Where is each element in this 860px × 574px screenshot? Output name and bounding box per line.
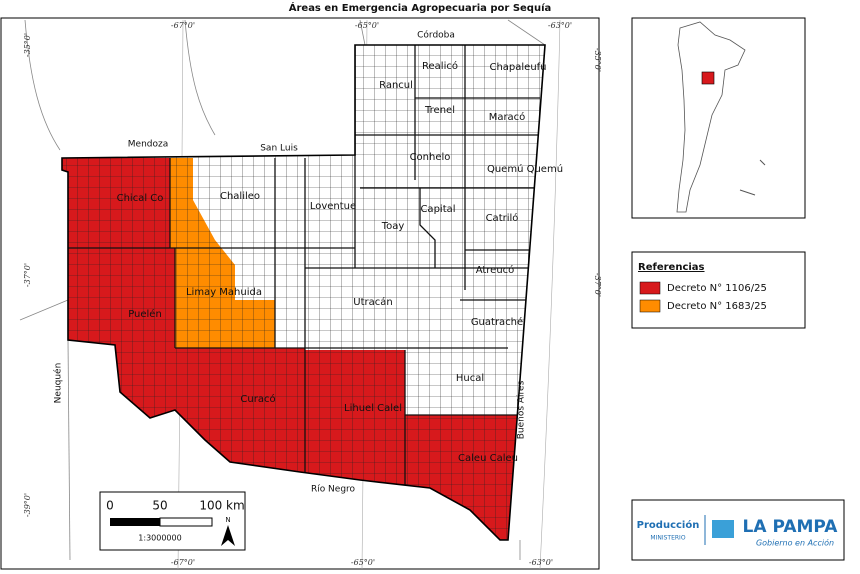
department-label: Limay Mahuida — [186, 287, 262, 298]
department-label: Realicó — [422, 60, 458, 72]
scale-label: 100 km — [199, 499, 244, 513]
map-title: Áreas en Emergencia Agropecuaria por Seq… — [289, 1, 552, 14]
department-label: Utracán — [353, 296, 392, 308]
department-label: Trenel — [424, 105, 455, 116]
department-label: Lihuel Calel — [344, 403, 402, 414]
graticule-label: -35°0' — [593, 48, 602, 72]
department-label: Hucal — [456, 373, 484, 384]
department-label: Caleu Caleu — [458, 453, 518, 464]
graticule-label: -37°0' — [593, 273, 602, 297]
graticule-label: -35°0' — [23, 33, 32, 57]
logo: Producción MINISTERIO LA PAMPA Gobierno … — [631, 499, 845, 561]
graticule-label: -65°0' — [351, 558, 375, 567]
legend-label: Decreto N° 1683/25 — [667, 301, 767, 312]
graticule-label: -39°0' — [23, 493, 32, 517]
department-label: Catriló — [486, 212, 519, 224]
logo-tagline: Gobierno en Acción — [756, 538, 834, 548]
department-label: Conhelo — [410, 152, 451, 163]
logo-line: Producción — [637, 519, 700, 531]
north-arrow — [221, 525, 235, 546]
department-label: Chapaleufú — [489, 61, 546, 73]
legend-title: Referencias — [638, 262, 705, 273]
legend-label: Decreto N° 1106/25 — [667, 283, 767, 294]
scale-bar: 0 50 100 km 1:3000000 N — [99, 491, 246, 551]
department-label: Atreucó — [476, 264, 515, 276]
department-label: Rancul — [379, 80, 413, 91]
logo-brand: LA PAMPA — [743, 517, 839, 537]
graticule-label: -67°0' — [171, 558, 195, 567]
department-label: Quemú Quemú — [487, 163, 563, 175]
graticule-label: -67°0' — [171, 21, 195, 30]
legend: Referencias Decreto N° 1106/25 Decreto N… — [631, 251, 806, 329]
neighbor-label: Río Negro — [311, 485, 356, 495]
department-label: Puelén — [128, 308, 162, 320]
department-label: Maracó — [489, 111, 526, 123]
scale-label: 0 — [106, 499, 114, 513]
map-frame — [0, 17, 600, 570]
graticule-label: -37°0' — [23, 263, 32, 287]
department-label: Chical Co — [117, 193, 164, 204]
neighbor-label: San Luis — [260, 144, 298, 154]
department-label: Curacó — [240, 393, 275, 405]
department-label: Guatraché — [471, 316, 523, 328]
inset-map — [631, 17, 806, 219]
department-label: Toay — [381, 221, 405, 232]
graticule-label: -63°0' — [529, 558, 553, 567]
neighbor-label: Mendoza — [128, 140, 168, 150]
logo-line: MINISTERIO — [650, 535, 685, 542]
scale-label: 50 — [152, 499, 167, 513]
neighbor-label: Buenos Aires — [517, 380, 527, 439]
north-label: N — [225, 516, 230, 524]
graticule-label: -65°0' — [355, 21, 379, 30]
province-outline — [61, 44, 546, 541]
department-label: Loventue — [310, 201, 356, 212]
department-label: Capital — [420, 204, 455, 215]
department-label: Chalileo — [220, 191, 260, 202]
neighbor-label: Neuquén — [53, 363, 64, 404]
scale-ratio: 1:3000000 — [138, 534, 181, 543]
graticule-label: -63°0' — [548, 21, 572, 30]
neighbor-label: Córdoba — [417, 30, 455, 41]
